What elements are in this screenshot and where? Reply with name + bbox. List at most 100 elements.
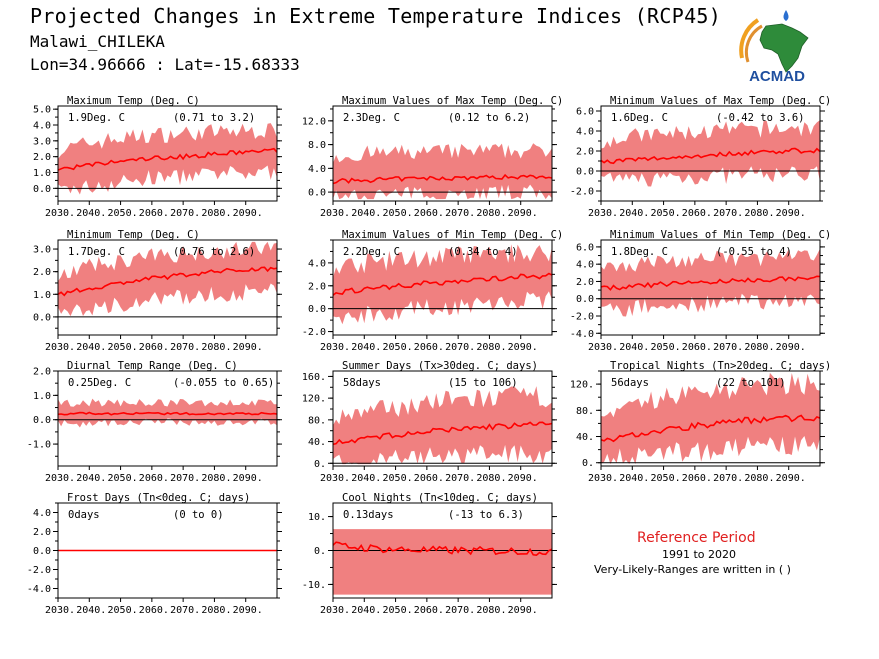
panel-title: Frost Days (Tn<0deg. C; days): [67, 492, 250, 504]
y-tick-label: 160.: [302, 372, 326, 383]
range-band: [601, 248, 820, 317]
x-tick-label: 2030.: [45, 208, 75, 219]
x-tick-label: 2040.: [351, 342, 381, 353]
x-tick-label: 2050.: [383, 473, 413, 484]
y-tick-label: 6.0: [576, 242, 594, 253]
y-tick-label: 1.0: [33, 391, 51, 402]
x-tick-label: 2060.: [139, 605, 169, 616]
y-tick-label: 0.0: [33, 312, 51, 323]
y-tick-label: 2.0: [33, 527, 51, 538]
station-name: Malawi_CHILEKA: [30, 32, 165, 51]
chart-panel-5: Maximum Values of Min Temp (Deg. C) -2.0 0…: [302, 229, 563, 353]
x-tick-label: 2070.: [713, 342, 743, 353]
x-tick-label: 2090.: [776, 208, 806, 219]
reference-note: Very-Likely-Ranges are written in ( ): [594, 563, 791, 576]
x-tick-label: 2050.: [108, 208, 138, 219]
y-tick-label: -10.: [302, 580, 326, 591]
plot-frame: [600, 239, 821, 336]
x-tick-label: 2060.: [682, 342, 712, 353]
x-tick-label: 2060.: [139, 208, 169, 219]
x-tick-label: 2080.: [476, 473, 506, 484]
x-tick-label: 2070.: [170, 605, 200, 616]
y-tick-label: 8.0: [308, 140, 326, 151]
y-tick-label: 0.: [314, 546, 326, 557]
likely-range-label: (0.71 to 3.2): [173, 112, 255, 124]
x-tick-label: 2040.: [76, 473, 106, 484]
plot-frame: [57, 239, 278, 336]
y-tick-label: 4.0: [576, 127, 594, 138]
y-tick-label: 4.0: [33, 508, 51, 519]
x-tick-label: 2050.: [651, 473, 681, 484]
chart-panel-10: Frost Days (Tn<0deg. C; days) -4.0 -2.0 0.0…: [27, 492, 282, 616]
panel-title: Minimum Values of Min Temp (Deg. C): [610, 229, 831, 241]
x-tick-label: 2040.: [619, 473, 649, 484]
chart-panel-7: Diurnal Temp Range (Deg. C) -1.0 0.0 1.0 2.0…: [27, 360, 282, 484]
y-tick-label: -4.0: [570, 329, 594, 340]
x-tick-label: 2030.: [320, 473, 350, 484]
y-tick-label: 6.0: [576, 107, 594, 118]
plot-frame: [57, 370, 278, 467]
mean-line: [600, 275, 821, 291]
y-tick-label: -1.0: [27, 440, 51, 451]
x-tick-label: 2060.: [414, 208, 444, 219]
reference-title: Reference Period: [637, 530, 756, 546]
x-tick-label: 2040.: [619, 342, 649, 353]
mean-line: [57, 266, 278, 297]
y-tick-label: 0.0: [576, 294, 594, 305]
figure-title: Projected Changes in Extreme Temperature…: [30, 4, 722, 28]
mean-line: [332, 421, 553, 446]
plot-frame: [600, 370, 821, 467]
y-tick-label: 0.: [314, 459, 326, 470]
mean-change-label: 1.6Deg. C: [611, 112, 668, 124]
x-tick-label: 2090.: [233, 473, 263, 484]
x-tick-label: 2040.: [619, 208, 649, 219]
y-tick-label: 4.0: [33, 121, 51, 132]
x-tick-label: 2070.: [445, 473, 475, 484]
x-tick-label: 2060.: [682, 473, 712, 484]
y-tick-label: -2.0: [302, 327, 326, 338]
x-tick-label: 2070.: [445, 605, 475, 616]
x-tick-label: 2030.: [588, 473, 618, 484]
x-tick-label: 2080.: [476, 605, 506, 616]
x-tick-label: 2080.: [476, 342, 506, 353]
x-tick-label: 2080.: [744, 342, 774, 353]
x-tick-label: 2060.: [139, 473, 169, 484]
likely-range-label: (0.76 to 2.6): [173, 246, 255, 258]
x-tick-label: 2070.: [170, 208, 200, 219]
x-tick-label: 2090.: [508, 208, 538, 219]
range-band: [333, 143, 552, 200]
y-tick-label: 0.0: [33, 184, 51, 195]
likely-range-label: (0 to 0): [173, 509, 224, 521]
x-tick-label: 2040.: [76, 605, 106, 616]
x-tick-label: 2080.: [201, 605, 231, 616]
x-tick-label: 2080.: [476, 208, 506, 219]
x-tick-label: 2070.: [445, 342, 475, 353]
y-tick-label: 4.0: [308, 258, 326, 269]
x-tick-label: 2040.: [76, 208, 106, 219]
x-tick-label: 2030.: [320, 342, 350, 353]
panel-title: Minimum Temp (Deg. C): [67, 229, 200, 241]
mean-change-label: 58days: [343, 377, 381, 389]
x-tick-label: 2050.: [383, 208, 413, 219]
x-tick-label: 2040.: [76, 342, 106, 353]
y-tick-label: 40.: [308, 437, 326, 448]
y-tick-label: 120.: [302, 394, 326, 405]
y-tick-label: 80.: [308, 415, 326, 426]
chart-panel-11: Cool Nights (Tn<10deg. C; days) -10. 0. 10.…: [302, 492, 557, 616]
y-tick-label: 40.: [576, 432, 594, 443]
x-tick-label: 2080.: [744, 473, 774, 484]
mean-change-label: 2.3Deg. C: [343, 112, 400, 124]
panel-title: Diurnal Temp Range (Deg. C): [67, 360, 238, 372]
range-band: [601, 372, 820, 465]
x-tick-label: 2030.: [320, 605, 350, 616]
mean-change-label: 1.7Deg. C: [68, 246, 125, 258]
y-tick-label: 120.: [570, 380, 594, 391]
x-tick-label: 2030.: [45, 342, 75, 353]
station-coordinates: Lon=34.96666 : Lat=-15.68333: [30, 55, 300, 74]
x-tick-label: 2050.: [651, 208, 681, 219]
y-tick-label: 10.: [308, 512, 326, 523]
x-tick-label: 2050.: [383, 342, 413, 353]
africa-map-logo: ACMAD: [739, 10, 809, 84]
x-tick-label: 2030.: [45, 605, 75, 616]
y-tick-label: 2.0: [33, 267, 51, 278]
